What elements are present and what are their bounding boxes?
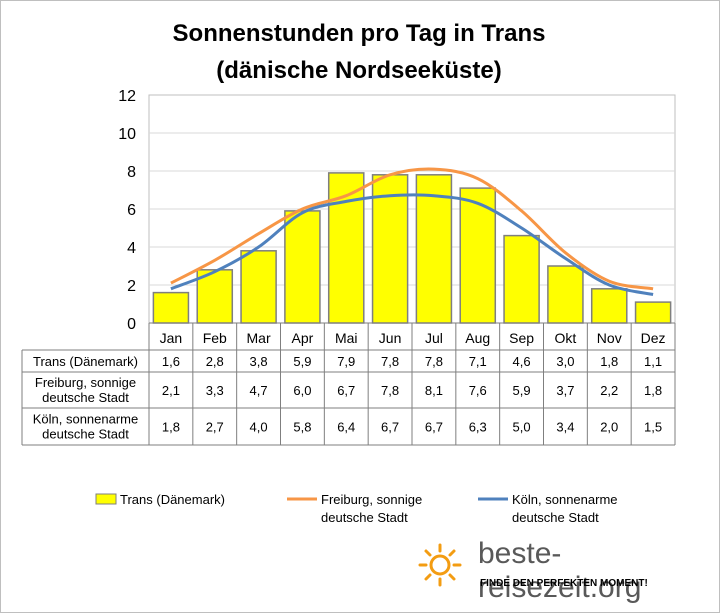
table-cell-value: 1,5 — [644, 420, 662, 435]
table-cell-value: 1,6 — [162, 354, 180, 369]
bar — [152, 291, 190, 324]
y-tick-label: 8 — [127, 164, 136, 181]
table-cell-value: 5,9 — [293, 354, 311, 369]
table-cell-value: 6,0 — [293, 383, 311, 398]
table-cell-value: 4,6 — [513, 354, 531, 369]
table-cell-value: 3,3 — [206, 383, 224, 398]
table-cell-value: 6,7 — [381, 420, 399, 435]
table-cell-value: 2,0 — [600, 420, 618, 435]
table-cell-value: 7,6 — [469, 383, 487, 398]
table-cell-value: 1,8 — [162, 420, 180, 435]
data-table: Jan Feb Mar Apr Mai Jun Jul Aug Sep Okt Nov Dez Tran… — [21, 322, 676, 446]
x-tick-label: Dez — [641, 330, 666, 346]
series-line-2 — [170, 193, 654, 296]
table-cell-value: 1,8 — [600, 354, 618, 369]
bar — [415, 174, 453, 324]
table-cell-value: 6,7 — [425, 420, 443, 435]
y-tick-label: 12 — [118, 88, 136, 105]
legend: Trans (Dänemark) Freiburg, sonnige deuts… — [95, 492, 618, 525]
table-cell-value: 2,1 — [162, 383, 180, 398]
x-tick-label: Feb — [203, 330, 227, 346]
table-cell-value: 7,1 — [469, 354, 487, 369]
y-tick-label: 0 — [127, 316, 136, 333]
table-cell-value: 1,8 — [644, 383, 662, 398]
sun-logo-icon — [418, 543, 462, 587]
chart-title-line2: (dänische Nordseeküste) — [216, 57, 502, 84]
bar — [590, 288, 628, 324]
table-cell-value: 6,3 — [469, 420, 487, 435]
y-tick-labels: 0 2 4 6 8 10 12 — [118, 88, 136, 333]
bars — [152, 172, 672, 324]
table-row-header: Trans (Dänemark) — [33, 354, 138, 369]
table-row-header: Köln, sonnenarme — [33, 412, 139, 427]
bar — [371, 174, 409, 324]
bar — [547, 265, 584, 324]
x-tick-label: Mar — [247, 330, 271, 346]
y-tick-label: 6 — [127, 202, 136, 219]
bar — [634, 301, 672, 324]
bar — [503, 234, 540, 324]
x-tick-label: Okt — [555, 330, 577, 346]
table-cell-value: 8,1 — [425, 383, 443, 398]
y-tick-label: 2 — [127, 278, 136, 295]
legend-label-koeln-2: deutsche Stadt — [512, 510, 599, 525]
table-cell-value: 3,7 — [556, 383, 574, 398]
x-tick-label: Nov — [597, 330, 622, 346]
table-cell-value: 7,8 — [425, 354, 443, 369]
chart-title-line1: Sonnenstunden pro Tag in Trans — [172, 20, 546, 47]
table-cell-value: 7,8 — [381, 383, 399, 398]
table-cell-value: 3,0 — [556, 354, 574, 369]
table-cell-value: 7,8 — [381, 354, 399, 369]
x-tick-label: Sep — [509, 330, 534, 346]
legend-label-koeln-1: Köln, sonnenarme — [512, 492, 618, 507]
bar — [284, 210, 321, 324]
table-cell-value: 5,0 — [513, 420, 531, 435]
logo-text: beste-reisezeit.org — [478, 537, 642, 604]
table-row-header: Freiburg, sonnige — [35, 375, 136, 390]
x-tick-label: Jun — [379, 330, 402, 346]
series-line-1 — [170, 167, 654, 291]
bar — [240, 250, 277, 324]
table-cell-value: 6,4 — [337, 420, 355, 435]
table-row-header: deutsche Stadt — [42, 390, 129, 405]
y-tick-label: 10 — [118, 126, 136, 143]
table-cell-value: 1,1 — [644, 354, 662, 369]
x-tick-label: Apr — [292, 330, 314, 346]
table-cell-value: 6,7 — [337, 383, 355, 398]
x-tick-label: Mai — [335, 330, 358, 346]
legend-label-freiburg-2: deutsche Stadt — [321, 510, 408, 525]
table-cell-value: 2,8 — [206, 354, 224, 369]
x-tick-label: Jan — [160, 330, 183, 346]
table-cell-value: 5,8 — [293, 420, 311, 435]
table-cell-value: 2,7 — [206, 420, 224, 435]
lines — [170, 167, 654, 296]
legend-label-trans: Trans (Dänemark) — [120, 492, 225, 507]
table-cell-value: 3,8 — [250, 354, 268, 369]
table-cell-value: 3,4 — [556, 420, 574, 435]
table-cell-value: 2,2 — [600, 383, 618, 398]
table-cell-value: 5,9 — [513, 383, 531, 398]
bar — [196, 269, 234, 324]
legend-swatch-trans — [95, 493, 117, 505]
table-cell-value: 7,9 — [337, 354, 355, 369]
x-tick-label: Aug — [465, 330, 490, 346]
bar — [459, 187, 497, 324]
table-cell-value: 4,0 — [250, 420, 268, 435]
legend-label-freiburg-1: Freiburg, sonnige — [321, 492, 422, 507]
table-row-header: deutsche Stadt — [42, 427, 129, 442]
y-tick-label: 4 — [127, 240, 136, 257]
x-tick-label: Jul — [425, 330, 443, 346]
logo-tagline: FINDE DEN PERFEKTEN MOMENT! — [480, 578, 648, 589]
table-cell-value: 4,7 — [250, 383, 268, 398]
